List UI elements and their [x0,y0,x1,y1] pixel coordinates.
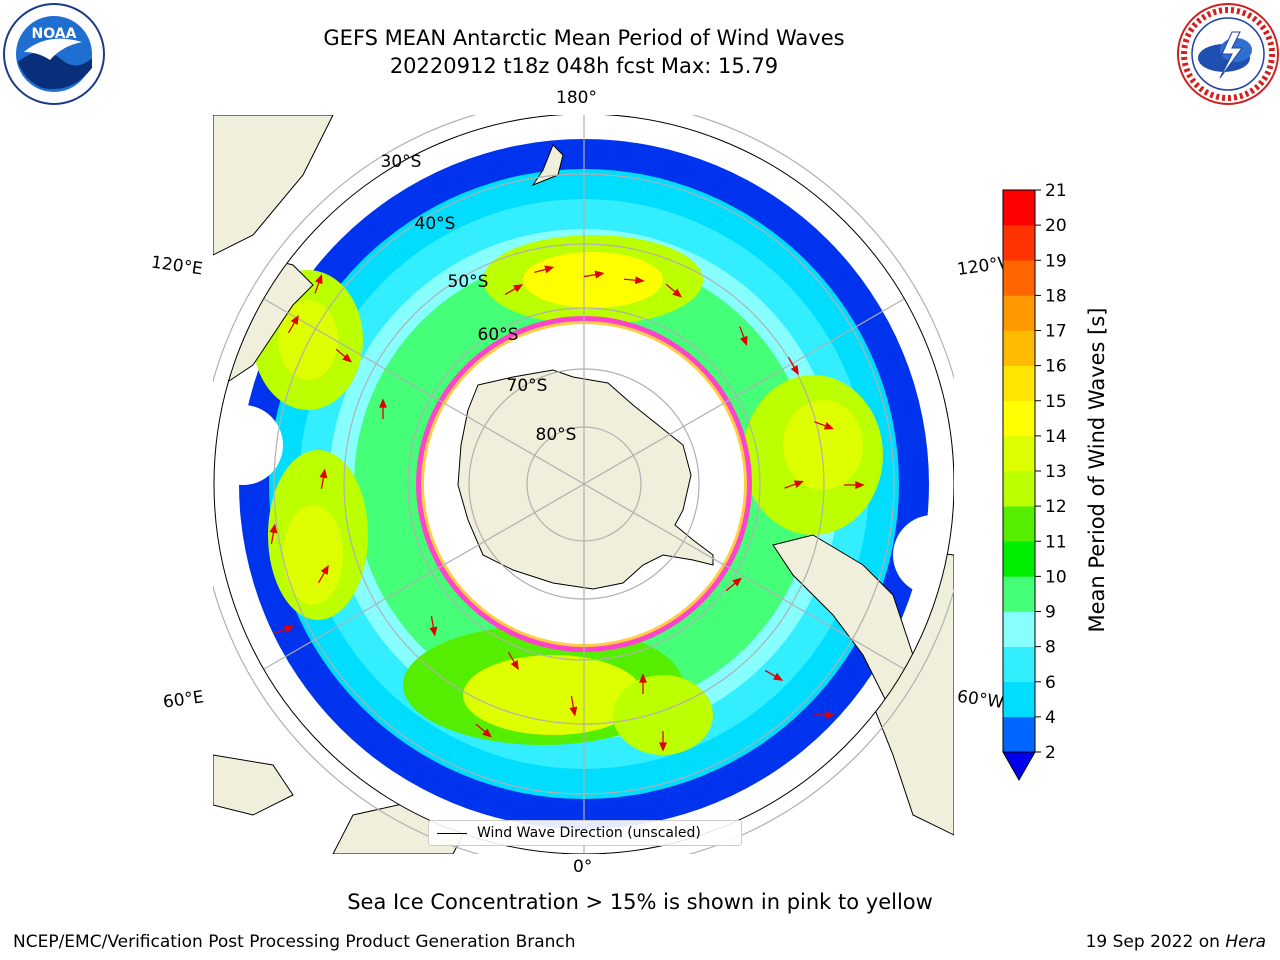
noaa-logo: NOAA [3,3,105,105]
colorbar-tick-label: 14 [1045,427,1067,447]
colorbar-segment [1003,260,1035,296]
graticule [213,115,954,854]
colorbar-segment [1003,646,1035,683]
lat-label-80: 80°S [536,425,577,445]
colorbar-segment [1003,576,1035,612]
colorbar-segment [1003,681,1035,718]
lon-label-0: 0° [573,857,593,877]
footer-credit: NCEP/EMC/Verification Post Processing Pr… [13,932,576,952]
colorbar-tick-label: 20 [1045,216,1067,236]
colorbar-segment [1003,506,1035,542]
colorbar-tick-label: 2 [1045,743,1056,763]
colorbar-tick-label: 11 [1045,532,1067,552]
colorbar-segment [1003,190,1035,226]
lat-label-60: 60°S [478,325,519,345]
map-disk-edge [213,115,954,854]
lat-label-30: 30°S [381,152,422,172]
colorbar-segment [1003,471,1035,507]
colorbar-tick-label: 19 [1045,251,1067,271]
lon-label-120e: 120°E [149,252,204,280]
colorbar-tick-label: 16 [1045,357,1067,377]
footer-date-text: 19 Sep 2022 on [1085,932,1220,952]
colorbar-tick-label: 15 [1045,392,1067,412]
colorbar-tick-label: 6 [1045,673,1056,693]
colorbar-segment [1003,716,1035,753]
colorbar-tick-label: 10 [1045,567,1067,587]
colorbar-tick-label: 8 [1045,638,1056,658]
footer-host: Hera [1225,932,1266,952]
colorbar-tick-label: 13 [1045,462,1067,482]
map-panel: 180° 30°S 40°S 50°S 60°S 70°S 80°S [213,115,954,854]
lon-label-60e: 60°E [161,687,206,713]
sea-ice-caption: Sea Ice Concentration > 15% is shown in … [347,890,933,914]
colorbar-tick-label: 21 [1045,181,1067,201]
legend-label: Wind Wave Direction (unscaled) [477,825,701,841]
colorbar-segment [1003,400,1035,437]
colorbar: 2 4 6 8 9 10 11 12 13 14 15 16 17 18 19 20 21 [1002,181,1067,782]
colorbar-tick-label: 4 [1045,708,1056,728]
colorbar-segment [1003,435,1035,472]
lat-label-50: 50°S [448,272,489,292]
colorbar-tick-label: 12 [1045,497,1067,517]
colorbar-segment [1003,611,1035,647]
colorbar-segment [1003,225,1035,261]
lat-label-70: 70°S [507,376,548,396]
colorbar-tick-label: 9 [1045,603,1056,623]
colorbar-segment [1003,541,1035,577]
colorbar-under-arrow [1002,751,1036,782]
legend-line-swatch [437,832,467,834]
map-title: GEFS MEAN Antarctic Mean Period of Wind … [323,26,845,50]
footer-date: 19 Sep 2022 on Hera [1086,932,1266,952]
map-legend: Wind Wave Direction (unscaled) [428,820,742,846]
noaa-logo-text: NOAA [32,26,77,42]
wind-wave-arrows [269,265,865,752]
colorbar-tick-label: 17 [1045,322,1067,342]
colorbar-label: Mean Period of Wind Waves [s] [1085,307,1109,633]
map-labels: 180° 30°S 40°S 50°S 60°S 70°S 80°S [381,152,577,445]
colorbar-segment [1003,330,1035,366]
lat-label-40: 40°S [415,214,456,234]
colorbar-segment [1003,365,1035,402]
map-subtitle: 20220912 t18z 048h fcst Max: 15.79 [389,54,779,78]
nws-logo [1177,3,1279,105]
lon-label-180: 180° [556,88,597,108]
colorbar-segment [1003,295,1035,331]
colorbar-tick-label: 18 [1045,286,1067,306]
